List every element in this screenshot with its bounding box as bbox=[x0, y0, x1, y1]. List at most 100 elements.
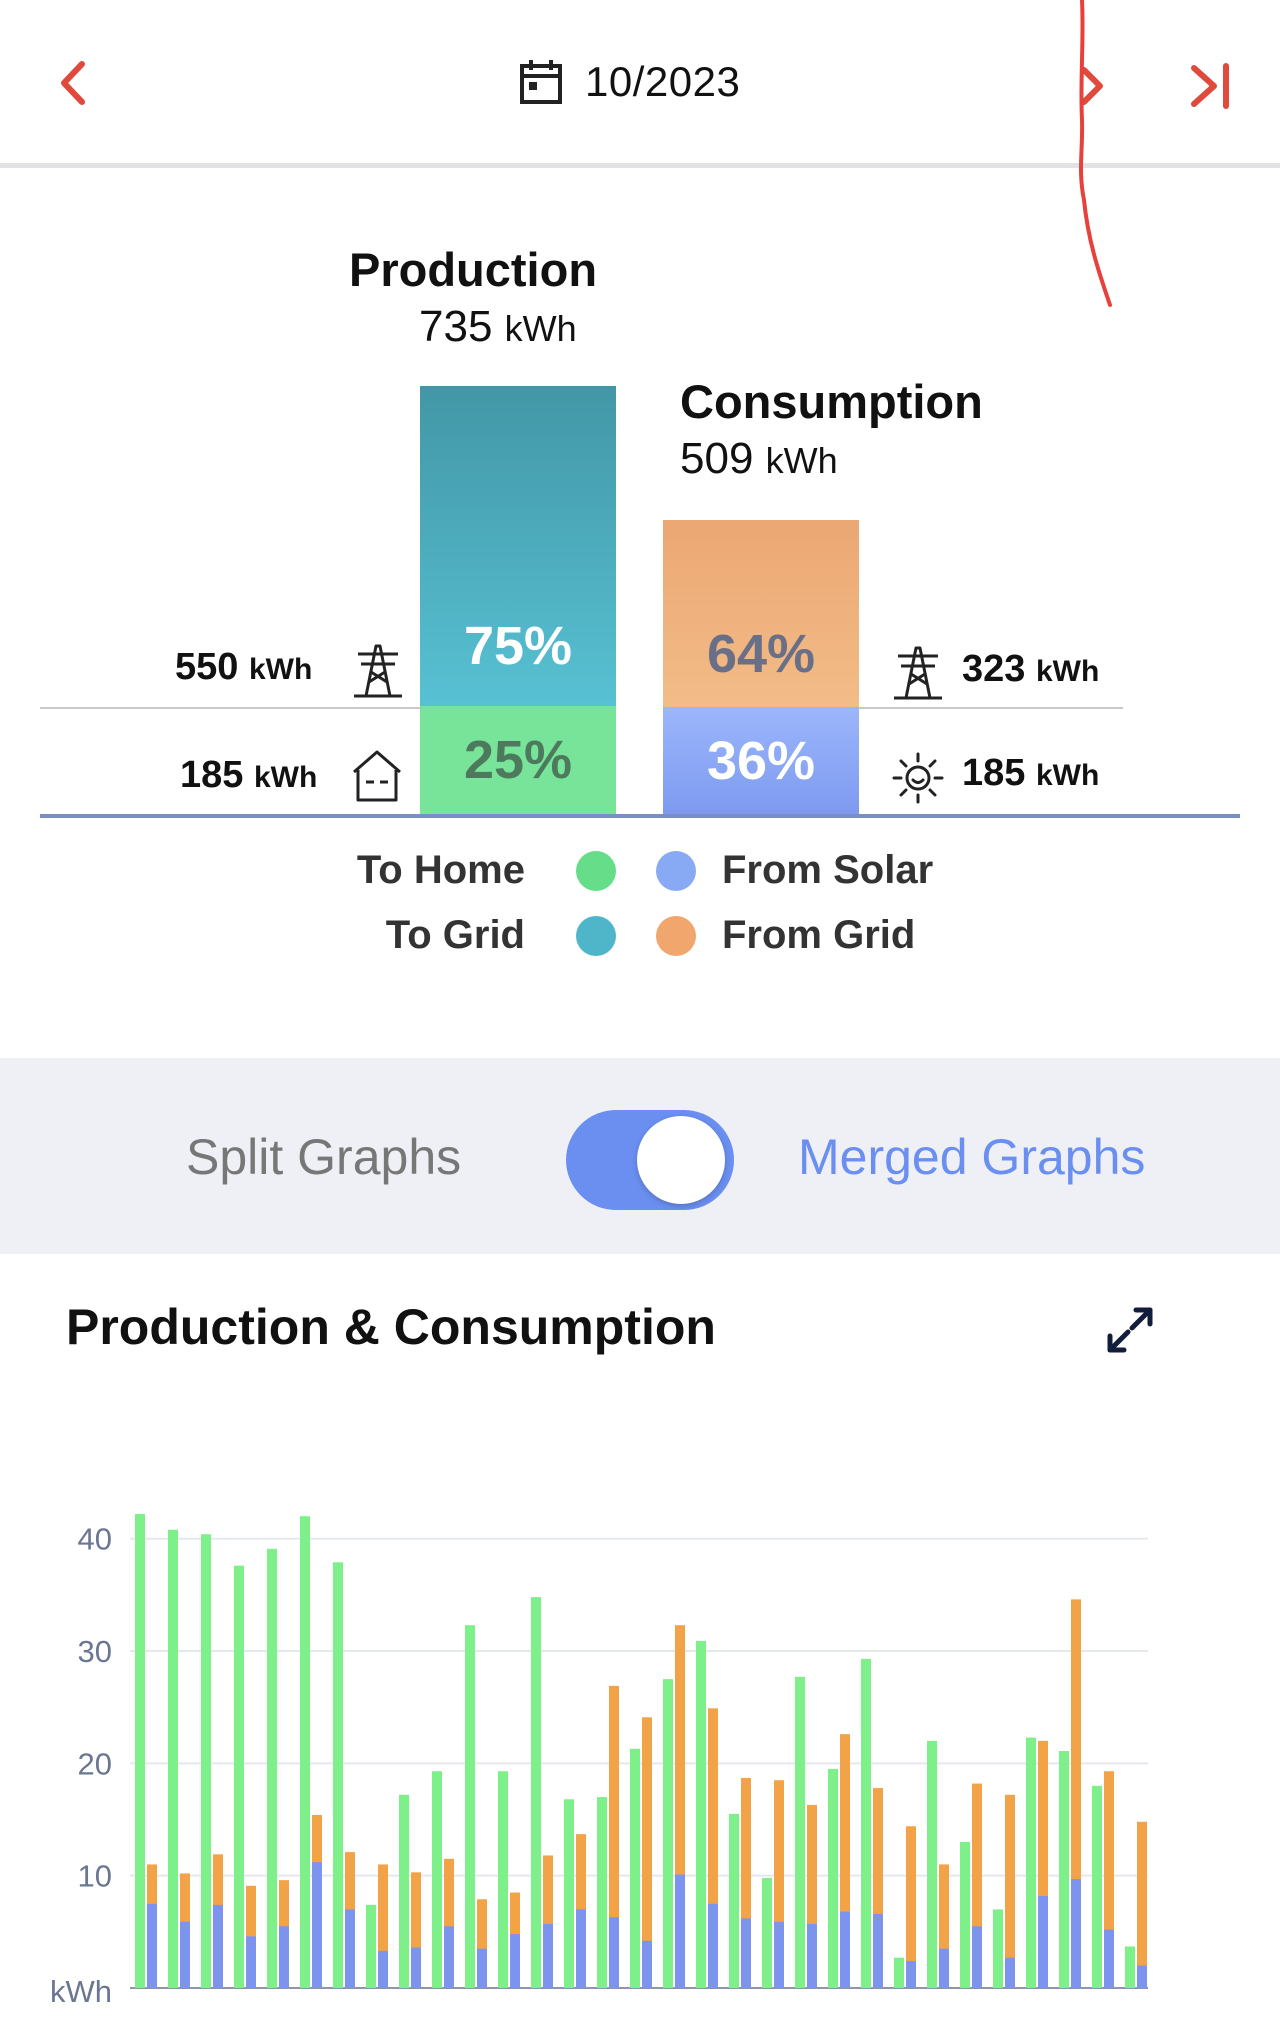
production-consumption-chart: 10 20 30 40 kWh bbox=[50, 1514, 1148, 2009]
production-bar bbox=[531, 1597, 541, 1988]
right-divider bbox=[859, 707, 1123, 709]
legend-to-grid-dot bbox=[576, 916, 616, 956]
to-grid-amount: 550 kWh bbox=[175, 646, 312, 689]
merged-graphs-label[interactable]: Merged Graphs bbox=[798, 1129, 1146, 1185]
consumption-solar-bar bbox=[477, 1948, 487, 1988]
production-bar bbox=[333, 1562, 343, 1988]
consumption-solar-bar bbox=[510, 1934, 520, 1988]
last-month-button[interactable] bbox=[1188, 62, 1234, 110]
to-home-value: 185 bbox=[180, 754, 244, 796]
expand-icon[interactable] bbox=[1100, 1300, 1160, 1360]
annotation-mark bbox=[1078, 0, 1112, 307]
legend-from-grid-dot bbox=[656, 916, 696, 956]
production-bar bbox=[300, 1516, 310, 1988]
consumption-from-solar-segment: 36% bbox=[663, 707, 859, 814]
house-icon bbox=[350, 748, 404, 804]
consumption-grid-bar bbox=[543, 1855, 553, 1988]
production-bar bbox=[432, 1771, 442, 1988]
consumption-solar-bar bbox=[1038, 1895, 1048, 1988]
chevron-left-icon bbox=[61, 61, 85, 105]
split-graphs-label[interactable]: Split Graphs bbox=[186, 1129, 462, 1185]
consumption-solar-bar bbox=[444, 1926, 454, 1988]
production-unit: kWh bbox=[504, 308, 577, 349]
production-bar bbox=[960, 1841, 970, 1988]
chevron-right-icon bbox=[1081, 67, 1103, 105]
production-bar bbox=[663, 1679, 673, 1988]
to-home-amount: 185 kWh bbox=[180, 754, 317, 797]
production-bar bbox=[828, 1768, 838, 1988]
from-solar-unit: kWh bbox=[1035, 759, 1100, 792]
production-bar bbox=[927, 1740, 937, 1988]
skip-to-end-icon bbox=[1191, 63, 1229, 109]
production-bar bbox=[135, 1514, 145, 1988]
consumption-grid-bar bbox=[972, 1783, 982, 1988]
consumption-solar-bar bbox=[180, 1921, 190, 1988]
calendar-icon[interactable] bbox=[518, 58, 564, 106]
production-to-home-segment: 25% bbox=[420, 706, 616, 814]
consumption-solar-bar bbox=[873, 1913, 883, 1988]
consumption-bar: 64% 36% bbox=[663, 520, 859, 814]
toggle-knob[interactable] bbox=[637, 1116, 725, 1204]
production-bar bbox=[894, 1957, 904, 1988]
summary-baseline bbox=[40, 814, 1240, 818]
y-tick-label: 20 bbox=[78, 1746, 112, 1781]
production-bar bbox=[1125, 1946, 1135, 1988]
chart-title: Production & Consumption bbox=[66, 1299, 716, 1355]
production-bar bbox=[465, 1625, 475, 1988]
consumption-solar-bar bbox=[807, 1923, 817, 1988]
consumption-solar-bar bbox=[1104, 1929, 1114, 1988]
production-bar bbox=[366, 1904, 376, 1988]
legend-from-solar-label: From Solar bbox=[722, 848, 934, 892]
consumption-grid-bar bbox=[642, 1717, 652, 1988]
legend-from-solar-dot bbox=[656, 851, 696, 891]
date-label[interactable]: 10/2023 bbox=[585, 58, 741, 105]
from-solar-amount: 185 kWh bbox=[962, 752, 1099, 795]
consumption-grid-bar bbox=[774, 1780, 784, 1988]
production-bar bbox=[597, 1797, 607, 1988]
consumption-grid-bar bbox=[840, 1734, 850, 1988]
consumption-solar-bar bbox=[1005, 1957, 1015, 1988]
consumption-solar-bar bbox=[939, 1948, 949, 1988]
production-bar bbox=[1092, 1785, 1102, 1988]
header-divider bbox=[0, 163, 1280, 168]
legend-from-grid-label: From Grid bbox=[722, 913, 916, 957]
consumption-grid-bar bbox=[906, 1826, 916, 1988]
production-total: 735 kWh bbox=[419, 302, 577, 352]
consumption-solar-bar bbox=[345, 1909, 355, 1988]
production-bar bbox=[564, 1799, 574, 1988]
consumption-grid-bar bbox=[1071, 1599, 1081, 1988]
production-to-grid-segment: 75% bbox=[420, 386, 616, 706]
to-grid-value: 550 bbox=[175, 646, 239, 688]
sun-icon bbox=[892, 752, 944, 804]
consumption-from-grid-percent: 64% bbox=[706, 623, 816, 684]
consumption-grid-bar bbox=[675, 1625, 685, 1988]
production-bar bbox=[861, 1658, 871, 1988]
consumption-solar-bar bbox=[708, 1903, 718, 1988]
consumption-grid-bar bbox=[378, 1864, 388, 1988]
consumption-solar-bar bbox=[840, 1911, 850, 1988]
consumption-grid-bar bbox=[708, 1708, 718, 1988]
consumption-grid-bar bbox=[609, 1685, 619, 1988]
consumption-solar-bar bbox=[576, 1909, 586, 1988]
consumption-title: Consumption bbox=[680, 375, 983, 428]
consumption-solar-bar bbox=[741, 1918, 751, 1988]
production-to-home-percent: 25% bbox=[463, 730, 573, 790]
y-tick-label: 40 bbox=[78, 1522, 112, 1557]
consumption-solar-bar bbox=[411, 1947, 421, 1988]
consumption-grid-bar bbox=[1038, 1740, 1048, 1988]
header-bar bbox=[0, 0, 1280, 166]
consumption-solar-bar bbox=[312, 1862, 322, 1988]
previous-month-button[interactable] bbox=[54, 58, 94, 117]
legend-to-home-dot bbox=[576, 851, 616, 891]
from-grid-value: 323 bbox=[962, 648, 1026, 690]
consumption-grid-bar bbox=[939, 1864, 949, 1988]
consumption-solar-bar bbox=[246, 1936, 256, 1988]
production-bar bbox=[201, 1534, 211, 1988]
from-grid-unit: kWh bbox=[1035, 655, 1100, 688]
production-value: 735 bbox=[419, 302, 493, 351]
consumption-from-grid-segment: 64% bbox=[663, 520, 859, 707]
production-bar bbox=[795, 1676, 805, 1988]
next-month-button[interactable] bbox=[1076, 64, 1106, 108]
consumption-from-solar-percent: 36% bbox=[706, 730, 816, 791]
legend-to-home-label: To Home bbox=[356, 848, 525, 892]
